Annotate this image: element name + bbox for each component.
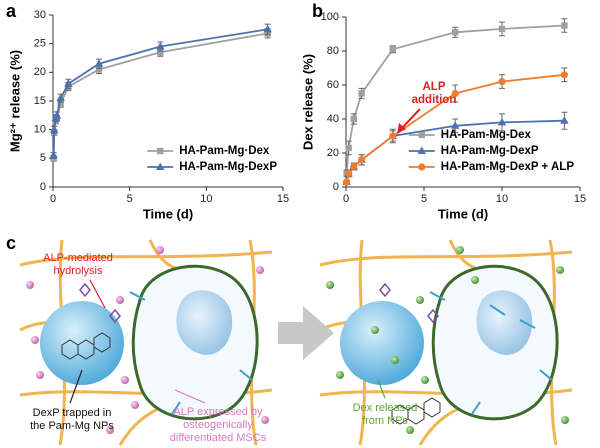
transition-arrow xyxy=(278,306,334,360)
legend-label: HA-Pam-Mg-Dex xyxy=(441,129,532,141)
x-tick-label: 0 xyxy=(50,193,56,205)
nanoparticle xyxy=(340,301,424,385)
data-point xyxy=(451,89,459,98)
x-tick-label: 5 xyxy=(127,193,133,205)
y-axis-label: Mg²⁺ release (%) xyxy=(7,50,22,152)
x-axis-label: Time (d) xyxy=(438,206,488,221)
alp-dots xyxy=(26,246,269,434)
arrows xyxy=(129,291,553,415)
callouts xyxy=(69,279,386,404)
legend-label: HA-Pam-Mg-DexP + ALP xyxy=(441,161,575,173)
data-point xyxy=(50,125,59,133)
molecule xyxy=(61,332,441,425)
y-tick-label: 100 xyxy=(321,11,339,23)
data-point xyxy=(451,121,460,129)
data-point xyxy=(263,24,272,33)
panel-label: a xyxy=(6,1,17,21)
data-point xyxy=(498,25,506,33)
label: the Pam-Mg NPs xyxy=(30,420,114,432)
scheme: ALP-mediated hydrolysis DexP trapped in … xyxy=(18,238,574,447)
label: ALP expressed by xyxy=(173,406,263,418)
y-tick-label: 30 xyxy=(34,9,46,21)
data-point xyxy=(560,116,569,124)
y-tick-label: 20 xyxy=(34,66,46,78)
legend-label: HA-Pam-Mg·Dex xyxy=(179,145,270,157)
y-tick-label: 20 xyxy=(327,147,339,159)
y-tick-label: 0 xyxy=(40,181,46,193)
annotation-arrowhead xyxy=(397,123,406,134)
x-tick-label: 10 xyxy=(496,193,508,205)
data-point xyxy=(389,46,396,53)
data-point xyxy=(64,79,73,87)
y-tick-label: 5 xyxy=(40,152,46,164)
legend-marker xyxy=(157,147,164,155)
legend-label: HA-Pam-Mg-DexP xyxy=(441,145,539,157)
label: Dex released xyxy=(353,402,418,414)
data-point xyxy=(57,100,64,108)
y-axis-label: Dex release (%) xyxy=(300,54,315,150)
data-point xyxy=(156,42,165,50)
data-point xyxy=(52,110,62,119)
annotation: ALP xyxy=(423,81,446,93)
legend-marker xyxy=(418,163,426,171)
data-point xyxy=(358,156,366,164)
data-point xyxy=(497,117,507,126)
y-tick-label: 15 xyxy=(34,95,46,107)
data-point xyxy=(358,90,365,97)
data-point xyxy=(49,150,58,159)
dex-dots xyxy=(326,246,569,434)
y-tick-label: 40 xyxy=(327,113,339,125)
data-point xyxy=(94,59,104,67)
legend: HA-Pam-Mg-Dex HA-Pam-Mg-DexP HA-Pam-Mg-Dex… xyxy=(408,129,575,173)
legend-marker xyxy=(156,162,165,170)
series-line xyxy=(345,24,565,174)
x-tick-label: 5 xyxy=(421,193,427,205)
label: DexP trapped in xyxy=(33,407,112,419)
x-tick-label: 0 xyxy=(343,193,349,205)
x-tick-label: 15 xyxy=(574,193,586,205)
data-point xyxy=(452,29,459,36)
annotation: addition xyxy=(412,94,457,106)
y-tick-label: 0 xyxy=(333,181,339,193)
data-point xyxy=(157,49,164,56)
legend-marker xyxy=(417,146,426,154)
data-point xyxy=(95,66,103,73)
data-point xyxy=(560,71,569,79)
label: differentiated MSCs xyxy=(170,432,267,444)
cell xyxy=(131,264,259,421)
y-tick-label: 80 xyxy=(327,45,339,57)
y-tick-label: 60 xyxy=(327,79,339,91)
label: hydrolysis xyxy=(54,265,103,277)
panel-label: c xyxy=(6,233,16,253)
data-point xyxy=(345,169,353,177)
annotation-arrow xyxy=(400,108,421,130)
legend-marker xyxy=(418,131,425,139)
receptors xyxy=(79,282,439,324)
x-tick-label: 15 xyxy=(277,193,289,205)
data-point xyxy=(343,178,351,186)
label: ALP-mediated xyxy=(43,252,113,264)
data-point xyxy=(350,163,358,171)
data-point xyxy=(345,144,352,152)
x-tick-label: 10 xyxy=(200,193,212,205)
label: from NPs xyxy=(362,415,408,427)
panel-label: b xyxy=(312,1,323,21)
data-point xyxy=(56,93,65,102)
x-axis-label: Time (d) xyxy=(143,206,193,221)
cell xyxy=(431,264,559,421)
y-tick-label: 10 xyxy=(34,124,46,136)
data-point xyxy=(561,22,568,29)
data-point xyxy=(498,78,506,86)
y-tick-label: 25 xyxy=(34,38,46,50)
data-point xyxy=(350,115,357,123)
data-point xyxy=(389,132,397,140)
legend: HA-Pam-Mg·Dex HA-Pam-Mg-DexP xyxy=(147,145,277,173)
legend-label: HA-Pam-Mg-DexP xyxy=(179,161,277,173)
label: osteogenically xyxy=(183,419,253,431)
